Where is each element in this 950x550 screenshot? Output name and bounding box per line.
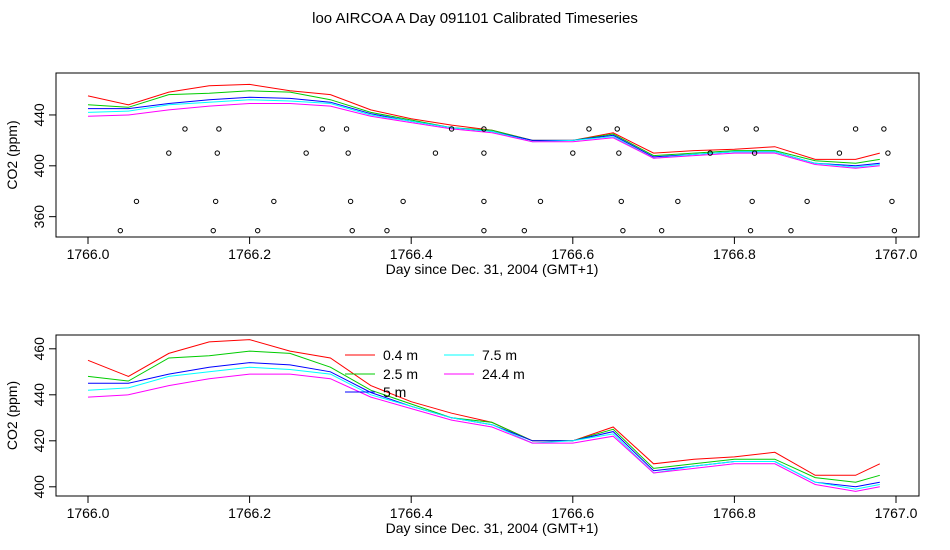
panel1-point xyxy=(448,126,455,132)
panel1-point xyxy=(481,198,487,205)
panel2-y-tick-label: 400 xyxy=(31,475,47,499)
panel1-point xyxy=(384,227,390,234)
panel1-point xyxy=(675,198,681,205)
panel1-point xyxy=(852,126,859,132)
panel2-x-tick-label: 1766.4 xyxy=(390,505,433,521)
panel2-frame xyxy=(55,334,920,497)
panel1-x-tick-label: 1767.0 xyxy=(875,246,918,262)
panel2-y-tick-label: 460 xyxy=(31,337,47,361)
legend-label: 5 m xyxy=(383,384,406,400)
panel2-x-tick-label: 1766.2 xyxy=(228,505,271,521)
panel1-series-line xyxy=(87,99,880,168)
panel1-point xyxy=(891,227,898,234)
panel1-point xyxy=(521,227,528,234)
panel1-x-tick-label: 1766.8 xyxy=(713,246,756,262)
panel1-point xyxy=(481,227,487,234)
panel1-frame xyxy=(55,72,920,238)
panel2-series-line xyxy=(87,350,880,483)
panel1-point xyxy=(349,227,355,234)
panel1-series-line xyxy=(87,90,880,164)
panel1-point xyxy=(749,198,755,205)
panel2-x-tick-label: 1767.0 xyxy=(875,505,918,521)
panel1-x-tick-label: 1766.2 xyxy=(228,246,271,262)
panel1-point xyxy=(214,150,220,156)
panel2-y-tick-label: 420 xyxy=(31,429,47,453)
panel1-point xyxy=(254,227,261,234)
legend-label: 7.5 m xyxy=(482,347,517,363)
chart-title: loo AIRCOA A Day 091101 Calibrated Times… xyxy=(312,10,638,27)
panel1-x-tick-label: 1766.4 xyxy=(390,246,433,262)
panel1-x-axis-label: Day since Dec. 31, 2004 (GMT+1) xyxy=(386,261,599,277)
panel1-point xyxy=(620,227,626,234)
legend-label: 24.4 m xyxy=(482,366,525,382)
panel1-point xyxy=(481,150,487,156)
panel1-point xyxy=(618,198,624,205)
panel1-point xyxy=(707,150,713,156)
panel1-point xyxy=(271,198,277,205)
panel1-point xyxy=(616,150,622,156)
panel1-y-tick-label: 440 xyxy=(31,103,47,127)
panel2-x-tick-label: 1766.8 xyxy=(713,505,756,521)
panel1-point xyxy=(804,198,810,205)
panel2-y-axis-label: CO2 (ppm) xyxy=(4,381,20,450)
panel1-point xyxy=(319,126,326,132)
panel1-point xyxy=(216,126,222,132)
panel2-series-line xyxy=(87,366,880,490)
panel1-y-tick-label: 360 xyxy=(31,205,47,229)
panel1-y-tick-label: 400 xyxy=(31,154,47,178)
panel1-point xyxy=(751,150,758,156)
panel1-point xyxy=(117,227,124,234)
panel1-point xyxy=(836,150,843,156)
panel1-point xyxy=(166,150,172,156)
panel1-point xyxy=(303,150,309,156)
panel2-x-tick-label: 1766.6 xyxy=(551,505,594,521)
panel1-point xyxy=(753,126,759,132)
panel1-point xyxy=(537,198,544,205)
panel1-point xyxy=(481,126,487,132)
panel1-point xyxy=(788,227,794,234)
panel1-point xyxy=(210,227,216,234)
panel1-x-tick-label: 1766.6 xyxy=(551,246,594,262)
panel1-point xyxy=(614,126,620,132)
panel2-x-axis-label: Day since Dec. 31, 2004 (GMT+1) xyxy=(386,520,599,536)
panel1-series-line xyxy=(87,83,880,160)
panel1-point xyxy=(182,126,188,132)
panel1-point xyxy=(658,227,665,234)
panel1-point xyxy=(345,150,351,156)
panel2-y-tick-label: 440 xyxy=(31,383,47,407)
panel1-y-axis-label: CO2 (ppm) xyxy=(4,120,20,189)
panel1-point xyxy=(747,227,754,234)
panel1-point xyxy=(889,198,895,205)
panel1-point xyxy=(723,126,730,132)
panel1-point xyxy=(885,150,891,156)
panel1-point xyxy=(570,150,576,156)
panel1-point xyxy=(881,126,887,132)
panel1-point xyxy=(343,126,350,132)
panel1-x-tick-label: 1766.0 xyxy=(67,246,110,262)
panel1-point xyxy=(212,198,219,205)
panel1-point xyxy=(347,198,354,205)
panel1-point xyxy=(432,150,439,156)
panel1-point xyxy=(400,198,406,205)
legend-label: 2.5 m xyxy=(383,366,418,382)
panel1-point xyxy=(133,198,140,205)
panel2-series-line xyxy=(87,373,880,492)
panel2-x-tick-label: 1766.0 xyxy=(67,505,110,521)
panel1-series-line xyxy=(87,103,880,169)
panel1-point xyxy=(586,126,592,132)
legend-label: 0.4 m xyxy=(383,347,418,363)
